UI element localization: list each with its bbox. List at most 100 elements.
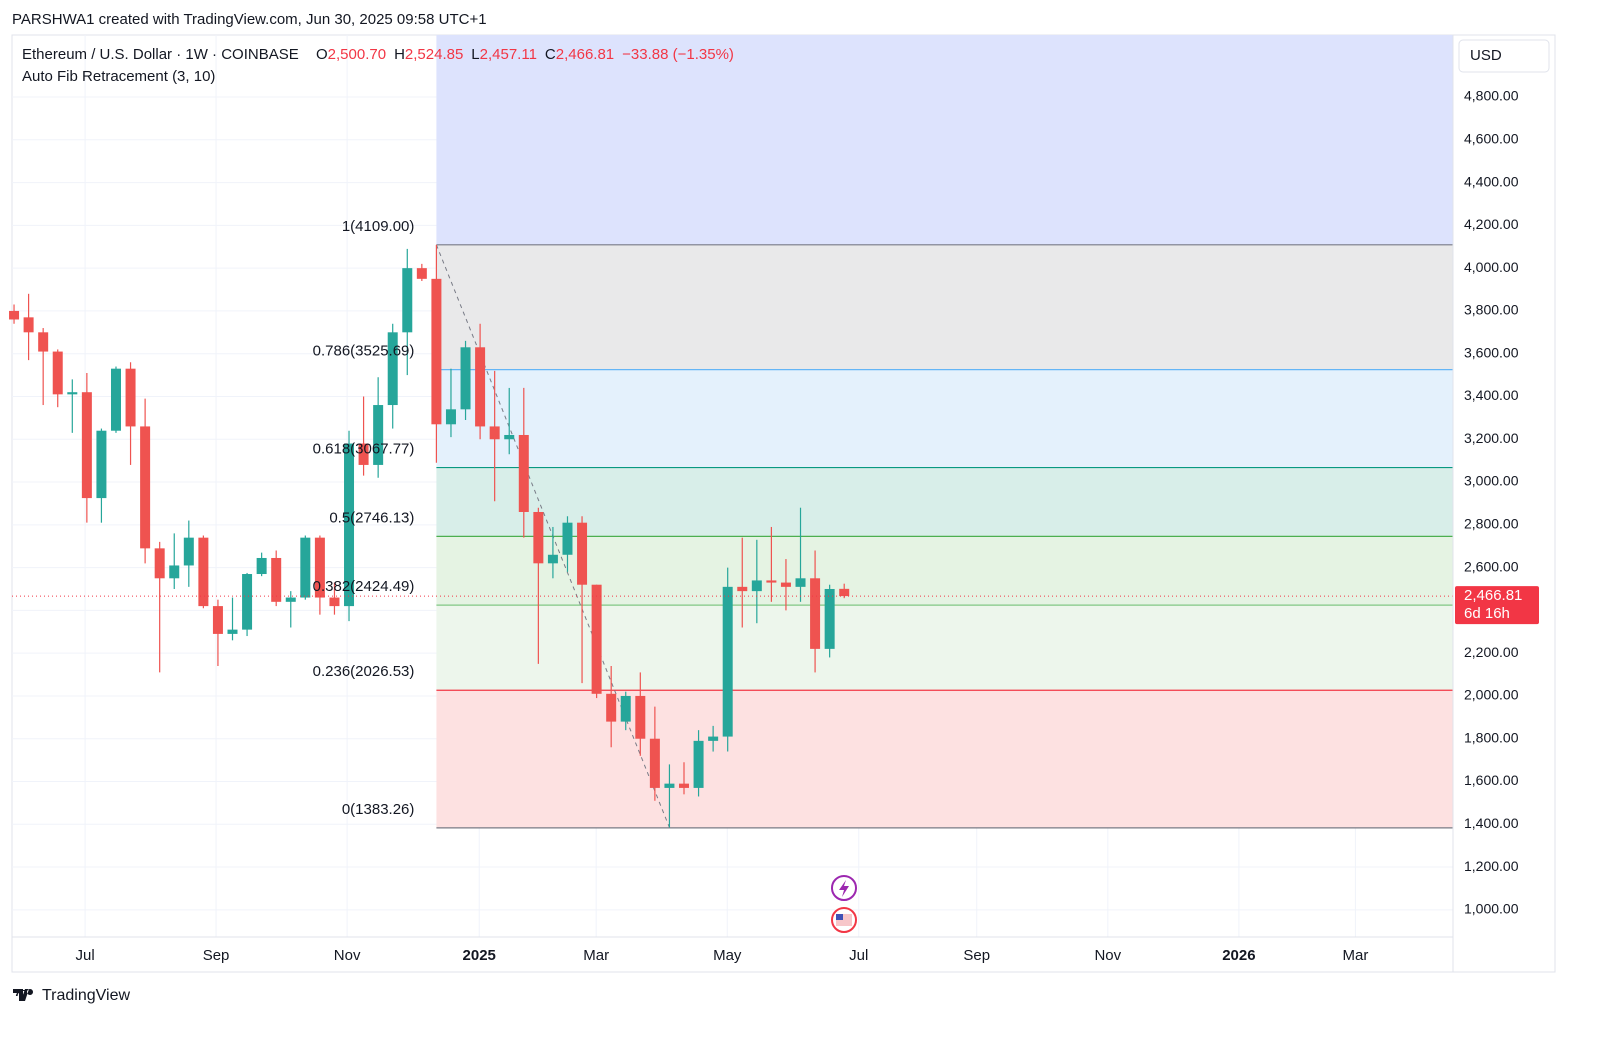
fib-label: 0.382(2424.49) [313, 578, 415, 595]
symbol: Ethereum / U.S. Dollar · 1W · COINBASE [22, 46, 299, 63]
currency-box[interactable] [1458, 39, 1550, 73]
candle-body [693, 740, 704, 788]
candle-body [271, 557, 282, 602]
candle-body [839, 588, 850, 597]
plot-area [9, 35, 1453, 937]
candle-body [562, 522, 573, 555]
x-tick-label: Jul [76, 947, 95, 964]
x-tick-label: 2026 [1222, 947, 1255, 964]
y-tick-label: 2,800.00 [1464, 516, 1519, 532]
candle-body [547, 554, 558, 564]
y-tick-label: 3,400.00 [1464, 387, 1519, 403]
fib-top-zone [436, 35, 1453, 245]
y-tick-label: 4,400.00 [1464, 173, 1519, 189]
last-price: 2,466.81 [1464, 587, 1522, 604]
candle-body [285, 597, 296, 602]
candle-body [110, 368, 121, 431]
candle-body [81, 392, 92, 499]
candle-body [679, 783, 690, 788]
y-tick-label: 4,600.00 [1464, 131, 1519, 147]
fib-label: 0.5(2746.13) [329, 509, 414, 526]
candle-body [344, 443, 355, 607]
candle-body [9, 310, 20, 320]
ohlc-value: 2,500.70 [328, 46, 386, 63]
candle-body [140, 426, 151, 549]
ohlc-value: 2,524.85 [405, 46, 463, 63]
ohlc-key: C [545, 46, 556, 63]
x-tick-label: Mar [1342, 947, 1368, 964]
y-tick-label: 3,200.00 [1464, 430, 1519, 446]
fib-label: 1(4109.00) [342, 218, 415, 235]
fib-zone [436, 605, 1453, 691]
x-tick-label: Mar [583, 947, 609, 964]
brand: TradingView [42, 987, 130, 1004]
ohlc-value: 2,457.11 [480, 46, 537, 63]
event-bolt [839, 880, 849, 897]
candle-body [635, 695, 646, 739]
candle-body [125, 368, 136, 427]
candle-body [795, 578, 806, 587]
candle-body [96, 430, 107, 499]
candle-body [242, 574, 253, 630]
currency[interactable]: USD [1470, 47, 1502, 64]
candle-body [373, 405, 384, 465]
candle-body [300, 537, 311, 598]
y-tick-label: 1,000.00 [1464, 901, 1519, 917]
candle-body [67, 392, 78, 395]
countdown: 6d 16h [1464, 605, 1510, 622]
candle-body [402, 268, 413, 333]
brand-mark [13, 989, 34, 1001]
candle-body [810, 578, 821, 649]
candle-body [154, 548, 165, 579]
candle-body [227, 629, 238, 634]
ohlc-key: L [471, 46, 479, 63]
y-tick-label: 2,200.00 [1464, 644, 1519, 660]
candle-body [416, 268, 427, 279]
candle-body [824, 588, 835, 649]
candle-body [358, 443, 369, 465]
candle-body [577, 522, 588, 585]
candle-body [256, 557, 267, 575]
y-tick-label: 2,600.00 [1464, 558, 1519, 574]
fib-zone [436, 467, 1453, 537]
x-tick-label: May [713, 947, 742, 964]
candle-body [329, 597, 340, 607]
credit: PARSHWA1 created with TradingView.com, J… [12, 11, 487, 28]
candle-body [664, 783, 675, 788]
x-tick-label: Sep [203, 947, 230, 964]
candle-body [606, 693, 617, 722]
y-tick-label: 1,800.00 [1464, 729, 1519, 745]
fib-zone [436, 690, 1453, 828]
candle-body [169, 565, 180, 579]
ohlc-change: −33.88 (−1.35%) [622, 46, 734, 63]
candle-body [518, 434, 529, 512]
candle-body [387, 332, 398, 406]
y-tick-label: 2,000.00 [1464, 687, 1519, 703]
candle-body [23, 317, 34, 333]
ohlc: O2,500.70 H2,524.85 L2,457.11 C2,466.81 −33.… [316, 46, 734, 63]
y-tick-label: 3,600.00 [1464, 344, 1519, 360]
ohlc-key: H [394, 46, 405, 63]
y-tick-label: 4,200.00 [1464, 216, 1519, 232]
fib-label: 0.236(2026.53) [313, 663, 415, 680]
x-tick-label: Jul [849, 947, 868, 964]
candle-body [183, 537, 194, 566]
candle-body [533, 511, 544, 564]
candle-body [504, 434, 515, 440]
fib-zone [436, 536, 1453, 606]
ohlc-value: 2,466.81 [556, 46, 614, 63]
fib-zone [436, 244, 1453, 370]
candle-body [766, 580, 777, 583]
candle-body [314, 537, 325, 598]
y-tick-label: 1,400.00 [1464, 815, 1519, 831]
candle-body [445, 409, 456, 425]
candle-body [38, 332, 49, 352]
candle-body [708, 736, 719, 741]
ohlc-key: O [316, 46, 328, 63]
fib-label: 0.618(3067.77) [313, 441, 415, 458]
y-tick-label: 1,200.00 [1464, 858, 1519, 874]
candle-body [737, 586, 748, 592]
x-tick-label: Nov [334, 947, 361, 964]
